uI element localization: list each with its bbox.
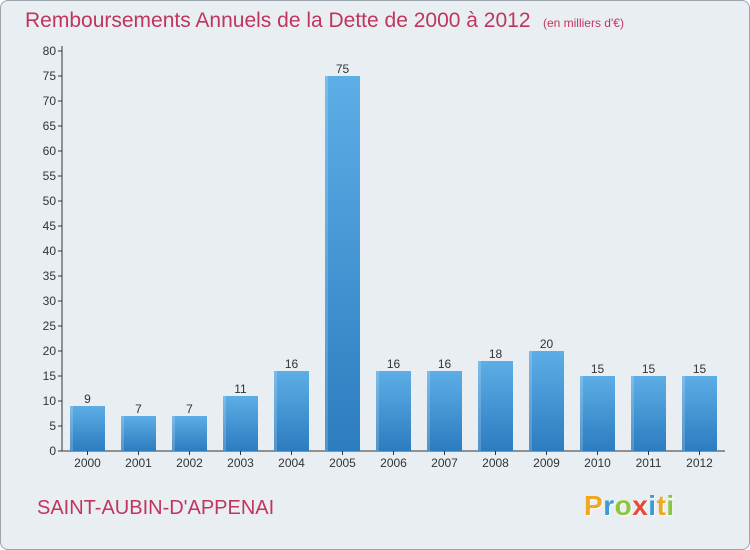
chart-title-main: Remboursements Annuels de la Dette de 20… bbox=[25, 9, 531, 32]
y-tick-label: 70 bbox=[43, 94, 57, 108]
logo-letter: x bbox=[632, 490, 649, 521]
bar-highlight bbox=[121, 416, 124, 451]
bar-highlight bbox=[631, 376, 634, 451]
bar bbox=[325, 76, 360, 451]
y-tick-label: 55 bbox=[43, 169, 57, 183]
x-tick-label: 2008 bbox=[482, 456, 509, 470]
bar bbox=[427, 371, 462, 451]
y-tick-label: 20 bbox=[43, 344, 57, 358]
y-tick-label: 5 bbox=[49, 419, 56, 433]
y-tick-label: 30 bbox=[43, 294, 57, 308]
bar-value-label: 15 bbox=[642, 362, 656, 376]
y-tick-label: 0 bbox=[49, 444, 56, 458]
bar-highlight bbox=[682, 376, 685, 451]
bar-value-label: 16 bbox=[285, 357, 299, 371]
y-tick-label: 80 bbox=[43, 44, 57, 58]
y-tick-label: 15 bbox=[43, 369, 57, 383]
commune-name: SAINT-AUBIN-D'APPENAI bbox=[37, 497, 275, 519]
bar-value-label: 15 bbox=[693, 362, 707, 376]
x-tick-label: 2009 bbox=[533, 456, 560, 470]
logo-letter: i bbox=[666, 490, 675, 521]
bar-highlight bbox=[325, 76, 328, 451]
bar bbox=[580, 376, 615, 451]
bar-value-label: 11 bbox=[234, 382, 247, 396]
bar bbox=[70, 406, 105, 451]
x-tick-label: 2012 bbox=[686, 456, 713, 470]
bar bbox=[274, 371, 309, 451]
bar-highlight bbox=[529, 351, 532, 451]
bar-value-label: 18 bbox=[489, 347, 503, 361]
y-tick-label: 10 bbox=[43, 394, 57, 408]
chart-bars bbox=[70, 76, 717, 451]
bar bbox=[376, 371, 411, 451]
bar-highlight bbox=[274, 371, 277, 451]
logo-letter: t bbox=[656, 490, 667, 521]
y-tick-label: 40 bbox=[43, 244, 57, 258]
bar bbox=[121, 416, 156, 451]
logo-letter: i bbox=[648, 490, 657, 521]
bar-value-label: 16 bbox=[438, 357, 452, 371]
bar bbox=[631, 376, 666, 451]
y-tick-label: 35 bbox=[43, 269, 57, 283]
bar-highlight bbox=[478, 361, 481, 451]
bar-highlight bbox=[172, 416, 175, 451]
bar-value-label: 15 bbox=[591, 362, 605, 376]
bar-value-label: 75 bbox=[336, 62, 350, 76]
bar-value-label: 9 bbox=[84, 392, 91, 406]
logo-letter: P bbox=[584, 490, 604, 521]
bar bbox=[682, 376, 717, 451]
proxiti-logo: Proxiti bbox=[584, 490, 675, 522]
bar bbox=[478, 361, 513, 451]
bar-highlight bbox=[580, 376, 583, 451]
chart-title-unit: (en milliers d'€) bbox=[542, 16, 624, 30]
bar bbox=[529, 351, 564, 451]
x-tick-label: 2011 bbox=[636, 456, 662, 470]
x-tick-label: 2010 bbox=[584, 456, 611, 470]
bar bbox=[223, 396, 258, 451]
logo-letter: o bbox=[614, 490, 633, 521]
bar-highlight bbox=[223, 396, 226, 451]
x-tick-label: 2005 bbox=[329, 456, 356, 470]
bar-highlight bbox=[427, 371, 430, 451]
chart-labels: 9 2000 7 2001 7 2002 11 2003 16 2004 75 2005 16 2006 1… bbox=[74, 62, 713, 470]
bar-value-label: 7 bbox=[135, 402, 142, 416]
x-tick-label: 2003 bbox=[227, 456, 254, 470]
x-tick-label: 2006 bbox=[380, 456, 407, 470]
y-tick-label: 45 bbox=[43, 219, 57, 233]
bar-value-label: 16 bbox=[387, 357, 401, 371]
x-tick-label: 2007 bbox=[431, 456, 458, 470]
y-tick-label: 25 bbox=[43, 319, 57, 333]
bar-highlight bbox=[70, 406, 73, 451]
x-tick-label: 2004 bbox=[278, 456, 305, 470]
y-tick-label: 75 bbox=[43, 69, 57, 83]
y-tick-label: 60 bbox=[43, 144, 57, 158]
x-tick-label: 2000 bbox=[74, 456, 101, 470]
bar-value-label: 7 bbox=[186, 402, 193, 416]
bar-value-label: 20 bbox=[540, 337, 554, 351]
y-tick-label: 50 bbox=[43, 194, 57, 208]
x-tick-label: 2002 bbox=[176, 456, 203, 470]
logo-letter: r bbox=[603, 490, 615, 521]
x-tick-label: 2001 bbox=[125, 456, 152, 470]
bar bbox=[172, 416, 207, 451]
chart-title: Remboursements Annuels de la Dette de 20… bbox=[25, 9, 624, 33]
y-tick-label: 65 bbox=[43, 119, 57, 133]
bar-highlight bbox=[376, 371, 379, 451]
